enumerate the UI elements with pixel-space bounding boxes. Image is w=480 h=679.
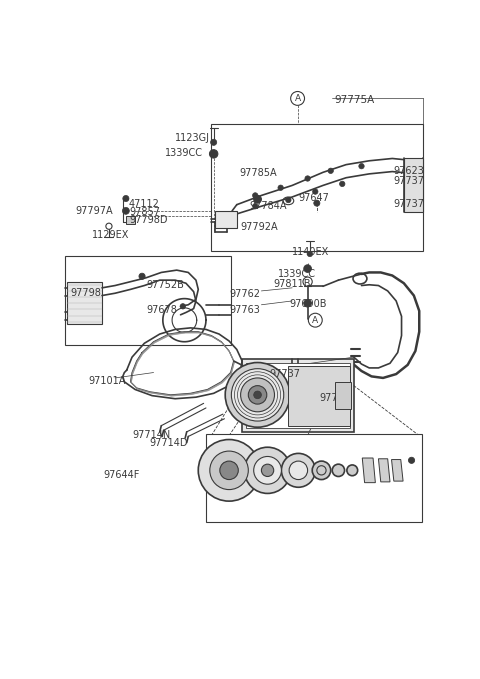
Text: 97811B: 97811B (273, 279, 311, 289)
Bar (246, 363, 350, 428)
Text: 97775A: 97775A (335, 95, 375, 105)
Circle shape (254, 456, 281, 484)
Text: 97798: 97798 (71, 288, 101, 298)
Text: 97714D: 97714D (150, 438, 188, 448)
Circle shape (122, 207, 129, 215)
Circle shape (252, 204, 258, 209)
Text: 97644A: 97644A (271, 466, 308, 477)
Text: 47112: 47112 (129, 198, 160, 208)
Bar (126, 216, 135, 224)
Circle shape (220, 461, 238, 479)
Circle shape (289, 461, 308, 479)
Circle shape (252, 193, 258, 198)
Text: 97792A: 97792A (240, 223, 278, 232)
Text: 97705A: 97705A (309, 490, 347, 500)
Circle shape (312, 461, 331, 479)
Circle shape (281, 454, 315, 488)
Circle shape (408, 457, 415, 463)
Circle shape (359, 164, 364, 169)
Text: 97690B: 97690B (289, 299, 326, 310)
Text: 97644F: 97644F (104, 471, 140, 480)
Circle shape (328, 168, 334, 174)
Circle shape (339, 181, 345, 187)
Circle shape (209, 149, 218, 158)
Text: 1129EX: 1129EX (92, 230, 130, 240)
Polygon shape (378, 459, 390, 482)
Circle shape (312, 189, 318, 194)
Text: 1140FN: 1140FN (309, 499, 347, 509)
Polygon shape (392, 460, 403, 481)
Circle shape (198, 439, 260, 501)
Text: 97763: 97763 (229, 305, 260, 315)
Circle shape (307, 251, 312, 257)
Circle shape (332, 464, 345, 477)
Text: 23129: 23129 (268, 513, 301, 523)
Polygon shape (206, 434, 421, 522)
Text: 97737: 97737 (269, 369, 300, 379)
Circle shape (314, 200, 320, 206)
Text: 97752B: 97752B (146, 280, 184, 290)
Circle shape (305, 176, 310, 181)
Circle shape (180, 304, 186, 309)
Text: 97101A: 97101A (88, 376, 126, 386)
Circle shape (286, 198, 291, 203)
Bar (404, 158, 423, 213)
Text: 97678: 97678 (146, 305, 177, 315)
Bar (215, 211, 237, 227)
Text: A: A (295, 94, 300, 103)
Text: 1140EX: 1140EX (292, 247, 329, 257)
Text: 97785A: 97785A (240, 168, 277, 178)
Text: 97737: 97737 (394, 200, 425, 209)
Circle shape (262, 464, 274, 477)
Polygon shape (362, 458, 375, 483)
Text: 97832: 97832 (281, 477, 312, 486)
Text: 97623: 97623 (394, 166, 425, 176)
Text: 97714N: 97714N (132, 430, 170, 439)
Circle shape (304, 299, 312, 307)
Bar (335, 382, 351, 409)
Circle shape (139, 273, 145, 279)
Circle shape (304, 265, 312, 272)
Bar (211, 124, 423, 251)
Bar (288, 367, 350, 426)
Circle shape (225, 363, 290, 427)
Text: A: A (312, 316, 318, 325)
Text: 97714L: 97714L (215, 445, 252, 455)
Circle shape (278, 185, 283, 190)
Circle shape (211, 139, 217, 145)
Circle shape (123, 196, 129, 202)
Circle shape (231, 369, 284, 421)
Text: 97701: 97701 (319, 393, 350, 403)
Circle shape (347, 465, 358, 476)
Circle shape (240, 378, 275, 411)
Text: 1123GJ: 1123GJ (175, 133, 210, 143)
Text: 1339CC: 1339CC (165, 149, 203, 158)
Bar (242, 359, 354, 432)
Text: 97797A: 97797A (75, 206, 113, 216)
Text: 97762: 97762 (229, 289, 260, 299)
Text: 97784A: 97784A (250, 201, 288, 211)
Text: 97830: 97830 (342, 490, 373, 500)
Circle shape (248, 386, 267, 404)
Text: 97798D: 97798D (129, 215, 168, 225)
Circle shape (254, 391, 262, 399)
Text: 97833: 97833 (215, 459, 246, 469)
Text: 97857: 97857 (129, 207, 160, 217)
Bar (67, 282, 102, 324)
Bar (65, 256, 230, 345)
Circle shape (210, 451, 248, 490)
Text: 97737: 97737 (394, 176, 425, 186)
Circle shape (254, 196, 262, 203)
Text: 1339CC: 1339CC (278, 269, 316, 278)
Circle shape (244, 447, 291, 494)
Text: 97647: 97647 (299, 193, 329, 203)
Text: 97716A: 97716A (379, 480, 417, 490)
Text: 97834: 97834 (241, 477, 272, 486)
